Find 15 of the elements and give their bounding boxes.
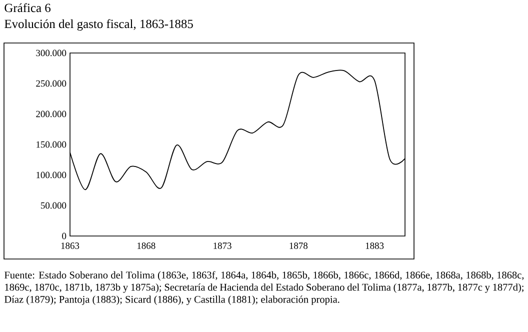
x-tick-label: 1863: [61, 242, 80, 249]
x-tick-label: 1878: [290, 242, 308, 249]
y-tick-label: 150.000: [36, 141, 66, 148]
source-note: Fuente: Estado Soberano del Tolima (1863e, 1863f, 1864a, 1864b, 1865b, 1866b, 1866c, 1866d, 1866e, 1868a, 1868b, 1868c, 1869c, 1870c, 1871b, 1873b y 1875a); Secretaría de Hacienda del Estado Soberano del Tolima (1877a, 1877b, 1877c y 1877d); Díaz (1879); Pantoja (1883); Sicard (1886), y Castilla (1881); elaboración propia.: [4, 271, 524, 305]
y-tick-label: 50.000: [41, 202, 66, 209]
y-tick-label: 0: [62, 232, 66, 240]
y-tick-label: 300.000: [36, 50, 66, 56]
chart-title: Gráfica 6: [4, 3, 51, 12]
y-tick-label: 100.000: [36, 172, 66, 178]
x-tick-label: 1873: [214, 242, 232, 249]
chart-subtitle: Evolución del gasto fiscal, 1863-1885: [4, 19, 193, 31]
x-tick-label: 1868: [138, 242, 156, 249]
y-tick-label: 250.000: [36, 80, 66, 87]
y-tick-label: 200.000: [36, 110, 66, 118]
x-tick-label: 1883: [366, 242, 384, 249]
